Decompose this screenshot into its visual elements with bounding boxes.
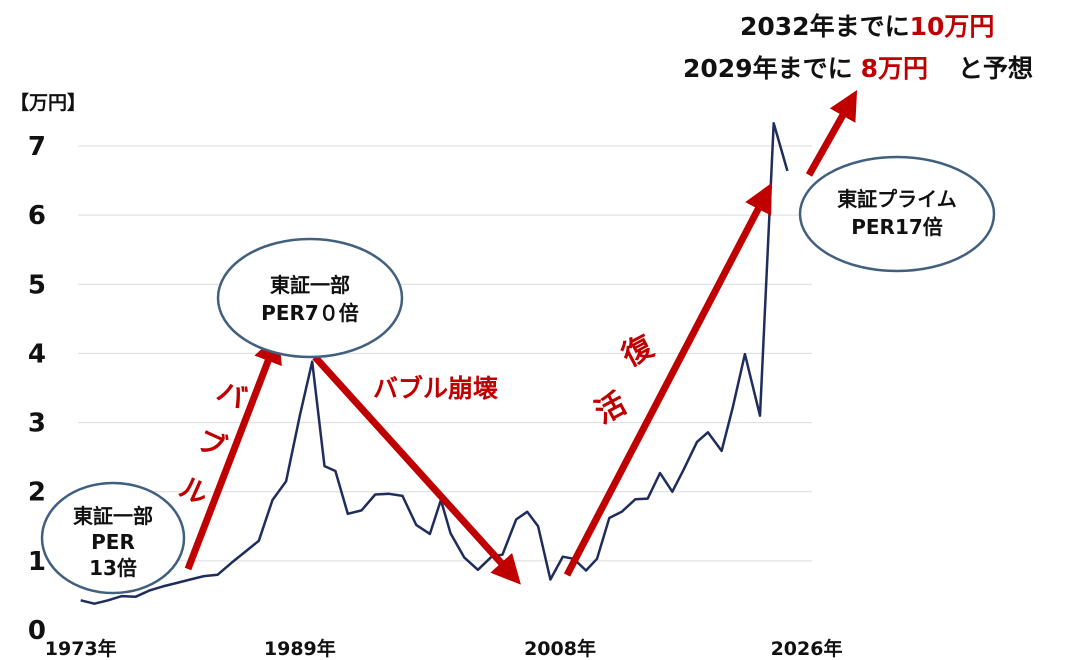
y-tick-label: 5 [28,270,46,300]
bubble-label-char-2: ブ [192,423,231,465]
y-tick-label: 6 [28,201,46,231]
collapse-label: バブル崩壊 [373,374,498,403]
recovery-label-char-2: 活 [589,386,632,431]
trend-arrows [184,90,858,585]
forecast-line-2-suffix: と予想 [958,54,1033,83]
peak-per-line-1: 東証一部 [270,273,350,297]
forecast-line-2-value: 8万円 [861,54,928,83]
forecast-line-1-prefix: 2032年までに [740,12,910,41]
price-series-line [80,121,789,605]
y-tick-label: 7 [28,132,46,162]
right-per-bubble: 東証プライム PER17倍 [798,155,996,273]
forecast-line-2: 2029年までに 8万円 と予想 [683,54,1033,83]
bubble-rise-arrow [184,333,282,571]
y-axis-label: 【万円】 [10,91,86,114]
left-per-line-2: PER [91,530,135,554]
recovery-arrow [563,182,772,577]
bubble-label-char-3: ル [174,470,213,512]
peak-per-line-2: PER7０倍 [261,301,359,325]
left-per-line-1: 東証一部 [73,504,153,528]
x-tick-labels: 1973年 1989年 2008年 2026年 [45,637,843,660]
x-tick-label: 2008年 [524,637,596,660]
forecast-line-1-value: 10万円 [910,12,995,41]
forecast-line-2-prefix: 2029年までに [683,54,853,83]
left-per-line-3: 13倍 [89,556,137,580]
y-tick-label: 3 [28,409,46,439]
grid-lines [78,145,812,562]
bubble-label-char-1: バ [212,374,251,416]
bubble-collapse-arrow [312,354,521,585]
series-layer [80,121,789,605]
y-tick-label: 0 [28,616,46,646]
y-tick-label: 1 [28,547,46,577]
y-tick-label: 4 [28,339,46,369]
forecast-arrow [805,90,858,177]
peak-per-bubble: 東証一部 PER7０倍 [216,237,404,359]
recovery-label-char-1: 復 [615,329,660,375]
forecast-line-1: 2032年までに10万円 [740,12,994,41]
x-tick-label: 1989年 [264,637,336,660]
x-tick-label: 1973年 [45,637,117,660]
y-tick-label: 2 [28,478,46,508]
right-per-ellipse [798,155,996,273]
right-per-line-1: 東証プライム [837,187,957,211]
peak-per-ellipse [216,237,404,359]
y-tick-labels: 0 1 2 3 4 5 6 7 [28,132,46,646]
left-per-bubble: 東証一部 PER 13倍 [40,481,186,595]
right-per-line-2: PER17倍 [851,215,943,239]
x-tick-label: 2026年 [771,637,843,660]
left-per-ellipse [40,481,186,595]
